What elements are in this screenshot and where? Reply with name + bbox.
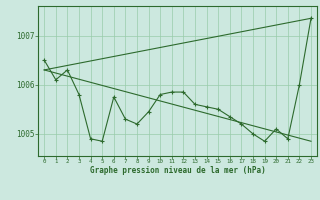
X-axis label: Graphe pression niveau de la mer (hPa): Graphe pression niveau de la mer (hPa) — [90, 166, 266, 175]
